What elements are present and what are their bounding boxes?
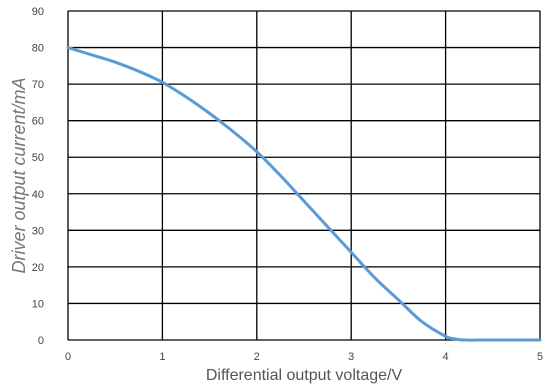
series-line-0 (66, 46, 542, 342)
x-axis-title: Differential output voltage/V (206, 367, 403, 384)
x-tick-label: 0 (65, 351, 71, 363)
y-tick-label: 60 (32, 116, 44, 128)
x-tick-label: 2 (254, 351, 260, 363)
y-tick-label: 90 (32, 6, 44, 18)
y-tick-label: 40 (32, 189, 44, 201)
y-tick-label: 50 (32, 152, 44, 164)
y-tick-label: 10 (32, 298, 44, 310)
grid (67, 10, 541, 341)
y-tick-label: 30 (32, 225, 44, 237)
y-tick-label: 80 (32, 43, 44, 55)
y-tick-label: 20 (32, 262, 44, 274)
x-tick-label: 1 (159, 351, 165, 363)
y-axis-title: Driver output current/mA (9, 77, 29, 273)
tick-labels: 0 10 20 30 40 50 60 70 80 90 0 1 2 3 4 5 (32, 6, 543, 363)
y-tick-label: 70 (32, 79, 44, 91)
y-tick-label: 0 (38, 335, 44, 347)
x-tick-label: 4 (443, 351, 449, 363)
series-layer (66, 46, 542, 342)
x-tick-label: 5 (537, 351, 543, 363)
x-tick-label: 3 (348, 351, 354, 363)
